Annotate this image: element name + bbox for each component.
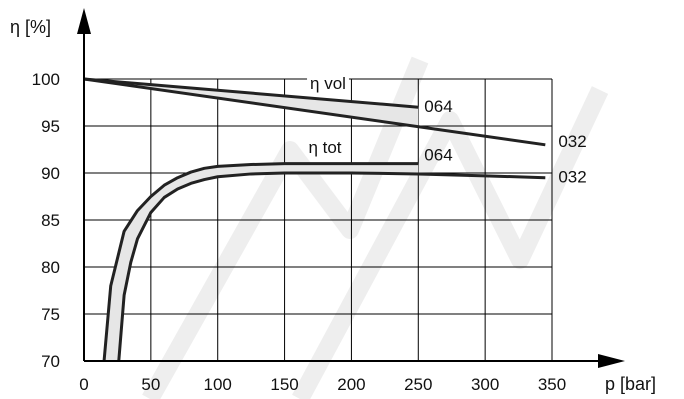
y-tick-label: 95 [41,117,60,136]
y-tick-label: 70 [41,352,60,371]
axes [77,8,625,368]
series-label-eta-tot-064: 064 [424,146,452,165]
series-label-eta-tot-032: 032 [558,168,586,187]
plot-grid [84,78,553,361]
chart-labels: 70 75 80 85 90 95 100 0 50 100 150 200 250 300 350 η [%… [10,17,656,394]
y-tick-label: 75 [41,305,60,324]
x-tick-label: 250 [404,375,432,394]
series-curves [83,77,546,362]
y-axis-title: η [%] [10,17,51,37]
x-tick-label: 100 [204,375,232,394]
y-tick-label: 90 [41,164,60,183]
series-label-eta-vol-032: 032 [558,132,586,151]
x-tick-label: 150 [270,375,298,394]
x-axis-arrow [598,354,625,368]
x-tick-label: 350 [538,375,566,394]
series-label-eta-vol-064: 064 [424,97,452,116]
x-axis-title: p [bar] [605,374,656,394]
y-axis-arrow [77,8,91,34]
x-tick-label: 50 [141,375,160,394]
group-label-eta-vol: η vol [310,74,346,93]
y-tick-label: 100 [32,70,60,89]
y-tick-label: 80 [41,258,60,277]
watermark-stroke [142,56,429,399]
group-label-eta-vol-backing [307,75,349,92]
y-tick-label: 85 [41,211,60,230]
x-tick-label: 200 [337,375,365,394]
x-tick-label: 0 [79,375,88,394]
series-line-eta-tot-064 [102,162,419,362]
x-tick-label: 300 [471,375,499,394]
group-label-eta-tot-backing [305,139,345,156]
watermark-stroke [292,86,609,399]
series-line-eta-vol-032 [83,77,546,147]
series-line-eta-vol-064 [83,77,419,109]
series-line-eta-tot-032 [117,171,546,362]
group-label-eta-tot: η tot [308,138,341,157]
